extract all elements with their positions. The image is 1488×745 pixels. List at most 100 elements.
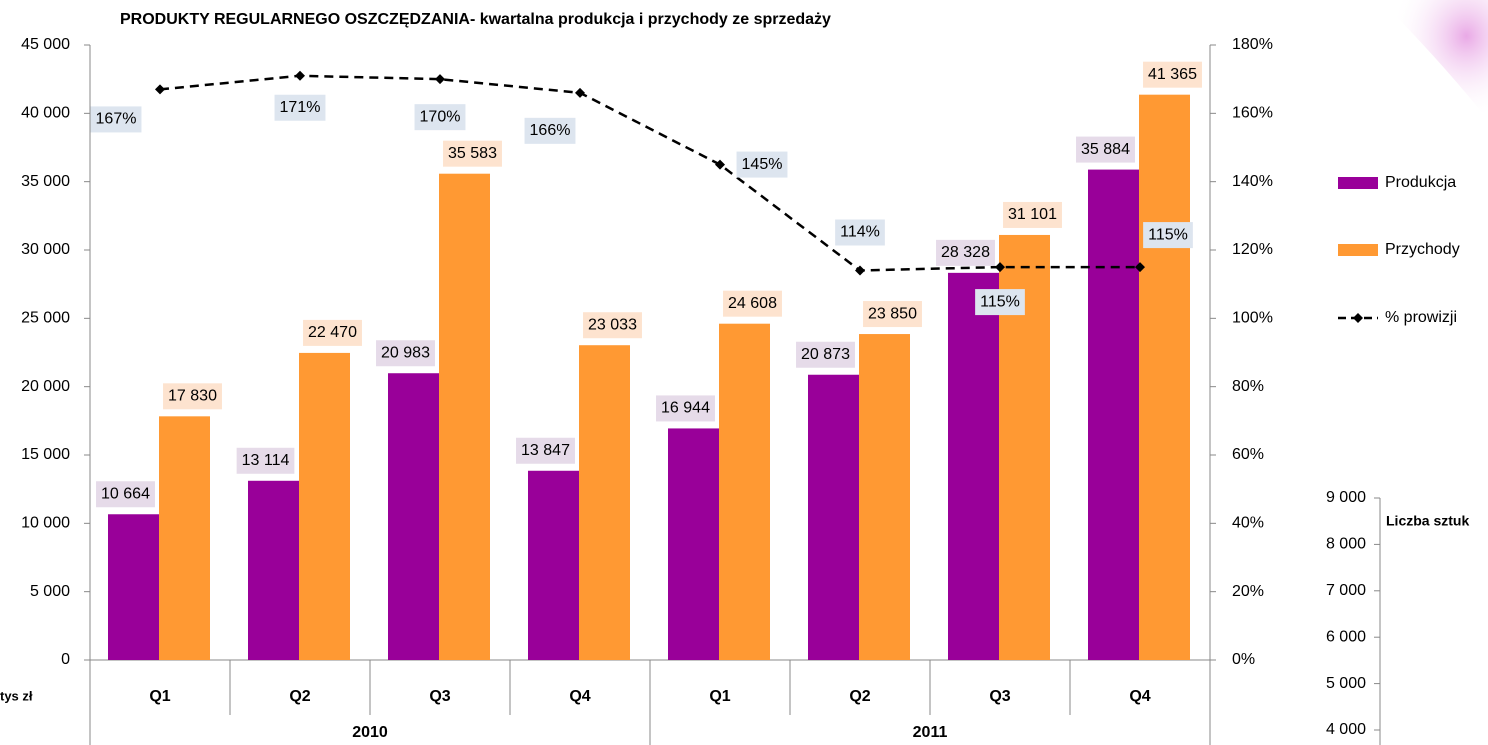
bar — [108, 514, 159, 660]
data-label-box — [863, 301, 922, 328]
bar — [388, 373, 439, 660]
data-label: 114% — [840, 224, 880, 241]
y-tick-label: 6 000 — [1326, 628, 1366, 645]
data-label: 35 583 — [448, 145, 497, 162]
y-tick-label: 0 — [61, 651, 70, 668]
y-tick-label: 10 000 — [21, 515, 70, 532]
data-label-box — [835, 219, 885, 246]
data-label-box — [303, 319, 362, 346]
marker — [575, 87, 585, 98]
marker — [1135, 262, 1145, 273]
bar — [859, 334, 910, 660]
data-label: 22 470 — [308, 324, 357, 341]
chart-title: Liczba sztuk — [1386, 513, 1469, 529]
y-tick-label: 9 000 — [1326, 489, 1366, 506]
data-label-box — [524, 117, 576, 144]
data-label: 145% — [742, 156, 783, 173]
bar — [1088, 169, 1139, 660]
chart-title: PRODUKTY REGULARNEGO OSZCZĘDZANIA- kwart… — [120, 11, 831, 28]
y-tick-label: 5 000 — [1326, 675, 1366, 692]
y-axis-label: tys zł — [0, 688, 33, 703]
bar — [1139, 94, 1190, 660]
legend-swatch — [1338, 244, 1378, 256]
bar — [579, 345, 630, 660]
data-label: 171% — [280, 99, 321, 116]
legend-swatch — [1353, 313, 1363, 323]
data-label-box — [975, 289, 1025, 316]
data-label-box — [796, 341, 855, 368]
y-tick-label: 35 000 — [21, 173, 70, 190]
y2-tick-label: 80% — [1232, 378, 1264, 395]
data-label-box — [96, 481, 155, 508]
data-label-box — [723, 290, 782, 317]
data-label: 17 830 — [168, 388, 217, 405]
y2-tick-label: 180% — [1232, 36, 1273, 53]
bar — [299, 352, 350, 660]
y2-tick-label: 40% — [1232, 515, 1264, 532]
data-label-box — [656, 395, 715, 422]
data-label-box — [163, 383, 222, 410]
bar — [948, 272, 999, 660]
y2-tick-label: 160% — [1232, 105, 1273, 122]
y-tick-label: 8 000 — [1326, 536, 1366, 553]
data-label: 10 664 — [101, 485, 150, 502]
y-tick-label: 15 000 — [21, 446, 70, 463]
data-label: 13 847 — [521, 442, 570, 459]
data-label: 20 983 — [381, 344, 430, 361]
legend-label: Przychody — [1385, 241, 1460, 258]
data-label-box — [516, 437, 575, 464]
y2-tick-label: 120% — [1232, 241, 1273, 258]
x-tick-label: Q3 — [989, 688, 1010, 705]
data-label: 115% — [980, 293, 1020, 310]
data-label: 24 608 — [728, 295, 777, 312]
y-tick-label: 5 000 — [30, 583, 70, 600]
bar — [248, 480, 299, 660]
y-tick-label: 40 000 — [21, 105, 70, 122]
y2-tick-label: 20% — [1232, 583, 1264, 600]
data-label-box — [90, 106, 142, 133]
marker — [995, 262, 1005, 273]
x-tick-label: Q2 — [289, 688, 310, 705]
data-label: 28 328 — [941, 244, 990, 261]
data-label: 35 884 — [1081, 141, 1130, 158]
marker — [295, 70, 305, 81]
y2-tick-label: 140% — [1232, 173, 1273, 190]
data-label: 166% — [530, 122, 571, 139]
marker — [855, 265, 865, 276]
group-label: 2011 — [913, 724, 948, 741]
data-label: 115% — [1148, 226, 1188, 243]
bar — [159, 416, 210, 660]
bar — [808, 374, 859, 660]
data-label: 23 033 — [588, 316, 637, 333]
x-tick-label: Q3 — [429, 688, 450, 705]
bar — [668, 428, 719, 660]
y-tick-label: 30 000 — [21, 241, 70, 258]
x-tick-label: Q4 — [569, 688, 590, 705]
data-label: 31 101 — [1008, 206, 1057, 223]
group-label: 2010 — [352, 724, 388, 741]
data-label: 167% — [96, 111, 137, 128]
data-label-box — [274, 94, 326, 121]
bar — [528, 470, 579, 660]
data-label-box — [736, 151, 788, 178]
marker — [715, 159, 725, 170]
data-label-box — [236, 447, 295, 474]
y-tick-label: 20 000 — [21, 378, 70, 395]
data-label-box — [1076, 136, 1135, 163]
data-label-box — [414, 104, 466, 131]
x-tick-label: Q4 — [1129, 688, 1150, 705]
x-tick-label: Q1 — [709, 688, 730, 705]
data-label: 23 850 — [868, 305, 917, 322]
y2-tick-label: 0% — [1232, 651, 1255, 668]
decoration — [1380, 0, 1488, 120]
y2-tick-label: 60% — [1232, 446, 1264, 463]
x-tick-label: Q1 — [149, 688, 170, 705]
data-label: 20 873 — [801, 346, 850, 363]
data-label: 170% — [420, 108, 461, 125]
bar — [439, 173, 490, 660]
legend-label: Produkcja — [1385, 174, 1456, 191]
data-label-box — [1143, 222, 1193, 249]
y-tick-label: 7 000 — [1326, 582, 1366, 599]
